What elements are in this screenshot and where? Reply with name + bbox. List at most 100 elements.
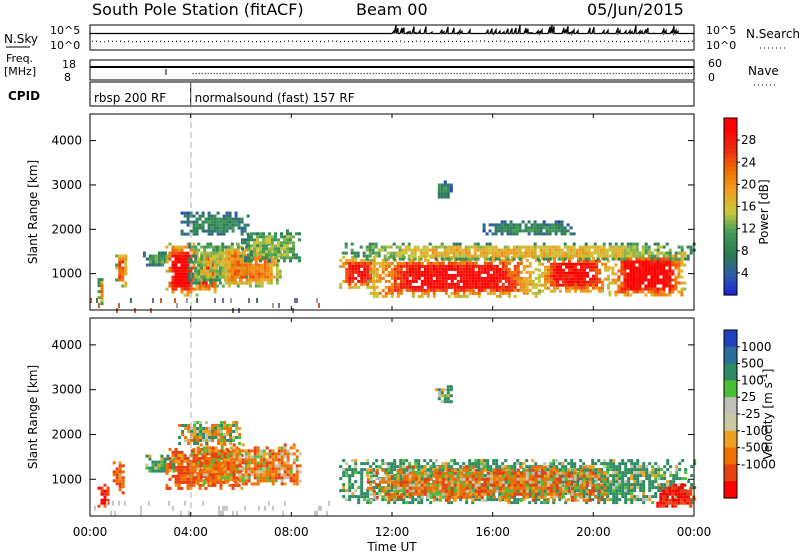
heatmap-cell xyxy=(250,235,253,239)
heatmap-cell xyxy=(242,272,246,276)
heatmap-cell xyxy=(199,430,203,433)
heatmap-cell xyxy=(384,291,388,295)
heatmap-cell xyxy=(401,242,405,246)
heatmap-cell xyxy=(202,446,206,450)
heatmap-cell xyxy=(190,452,194,456)
heatmap-cell xyxy=(268,455,272,459)
heatmap-cell xyxy=(456,264,460,268)
heatmap-cell xyxy=(286,455,290,459)
colorbar-swatch xyxy=(724,122,737,128)
heatmap-cell xyxy=(223,439,227,442)
heatmap-cell xyxy=(474,462,478,466)
heatmap-cell xyxy=(663,465,667,469)
heatmap-cell xyxy=(354,468,358,472)
heatmap-cell xyxy=(298,256,301,260)
heatmap-cell xyxy=(213,217,217,221)
heatmap-cell xyxy=(660,474,664,478)
heatmap-cell xyxy=(645,465,649,469)
colorbar-swatch xyxy=(724,277,737,283)
heatmap-cell xyxy=(417,270,421,274)
heatmap-cell xyxy=(620,242,624,246)
heatmap-cell xyxy=(623,278,627,282)
heatmap-cell xyxy=(576,495,580,499)
heatmap-cell xyxy=(295,458,299,462)
heatmap-cell xyxy=(183,474,187,478)
heatmap-cell xyxy=(271,238,274,242)
heatmap-cell xyxy=(417,294,421,298)
heatmap-cell xyxy=(656,248,660,252)
heatmap-cell xyxy=(233,248,237,252)
heatmap-cell xyxy=(106,486,110,490)
heatmap-cell xyxy=(510,282,514,286)
heatmap-cell xyxy=(223,421,227,424)
heatmap-cell xyxy=(183,287,187,291)
heatmap-cell xyxy=(177,459,181,463)
heatmap-cell xyxy=(351,474,355,478)
heatmap-cell xyxy=(665,254,669,258)
heatmap-cell xyxy=(684,468,688,472)
heatmap-cell xyxy=(576,486,580,490)
heatmap-cell xyxy=(524,254,528,258)
heatmap-cell xyxy=(235,461,239,465)
heatmap-cell xyxy=(154,263,158,267)
heatmap-cell xyxy=(554,251,558,255)
heatmap-cell xyxy=(345,276,349,280)
heatmap-cell xyxy=(202,427,206,430)
heatmap-cell xyxy=(552,468,556,472)
heatmap-cell xyxy=(507,288,511,292)
heatmap-cell xyxy=(259,259,262,263)
heatmap-cell xyxy=(504,261,508,265)
heatmap-cell xyxy=(393,462,397,466)
heatmap-cell xyxy=(168,465,172,469)
heatmap-cell xyxy=(589,268,592,272)
heatmap-cell xyxy=(354,495,358,499)
heatmap-cell xyxy=(539,229,543,233)
heatmap-cell xyxy=(627,471,631,475)
heatmap-cell xyxy=(254,275,258,279)
heatmap-cell xyxy=(623,257,627,261)
heatmap-cell xyxy=(594,462,598,466)
heatmap-cell xyxy=(635,260,639,264)
heatmap-cell xyxy=(642,471,646,475)
heatmap-cell xyxy=(615,483,619,487)
heatmap-cell xyxy=(272,263,276,267)
heatmap-cell xyxy=(180,465,184,469)
heatmap-cell xyxy=(426,294,430,298)
heatmap-cell xyxy=(630,462,634,466)
heatmap-cell xyxy=(180,450,184,454)
heatmap-cell xyxy=(524,245,528,249)
heatmap-cell xyxy=(477,462,481,466)
heatmap-cell xyxy=(250,256,253,260)
heatmap-cell xyxy=(121,485,125,489)
heatmap-cell xyxy=(202,464,206,468)
heatmap-cell xyxy=(467,257,471,261)
heatmap-cell xyxy=(654,480,658,484)
heatmap-cell xyxy=(259,464,263,468)
heatmap-cell xyxy=(500,232,504,236)
heatmap-cell xyxy=(115,473,119,477)
heatmap-cell xyxy=(573,489,577,493)
heatmap-cell xyxy=(626,254,630,258)
heatmap-cell xyxy=(437,251,441,255)
heatmap-cell xyxy=(221,275,225,279)
heatmap-cell xyxy=(572,248,576,252)
heatmap-cell xyxy=(298,479,302,483)
heatmap-cell xyxy=(446,251,450,255)
heatmap-cell xyxy=(629,248,633,252)
heatmap-cell xyxy=(166,457,170,461)
heatmap-cell xyxy=(654,462,658,466)
heatmap-cell xyxy=(606,465,610,469)
heatmap-cell xyxy=(177,284,181,288)
heatmap-cell xyxy=(211,452,215,456)
heatmap-cell xyxy=(447,276,451,280)
heatmap-cell xyxy=(215,269,219,273)
heatmap-cell xyxy=(97,278,101,282)
heatmap-cell xyxy=(644,272,648,276)
heatmap-cell xyxy=(157,260,161,264)
heatmap-cell xyxy=(220,452,224,456)
heatmap-cell xyxy=(230,263,234,267)
heatmap-cell xyxy=(396,285,400,289)
heatmap-cell xyxy=(387,279,391,283)
heatmap-cell xyxy=(206,269,210,273)
heatmap-cell xyxy=(513,282,517,286)
